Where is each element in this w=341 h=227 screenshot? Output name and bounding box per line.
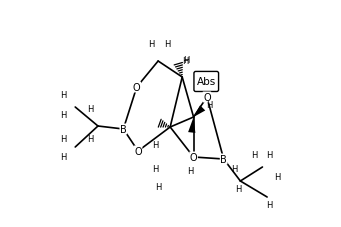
- Text: H: H: [148, 39, 154, 48]
- Text: H: H: [60, 153, 66, 162]
- Text: H: H: [60, 90, 66, 99]
- Text: H: H: [274, 173, 280, 182]
- Text: H: H: [231, 165, 238, 174]
- Text: H: H: [187, 167, 193, 176]
- Text: H: H: [87, 105, 93, 114]
- Text: H: H: [182, 57, 188, 66]
- Polygon shape: [188, 118, 195, 133]
- Text: H: H: [87, 135, 93, 144]
- Text: H: H: [152, 165, 159, 174]
- Text: Abs: Abs: [197, 77, 216, 87]
- Text: H: H: [164, 39, 170, 48]
- Text: H: H: [60, 135, 66, 144]
- Text: H: H: [206, 100, 212, 109]
- Text: H: H: [60, 110, 66, 119]
- Text: O: O: [134, 146, 142, 156]
- Polygon shape: [194, 106, 205, 118]
- Text: B: B: [120, 124, 127, 134]
- Text: H: H: [155, 183, 161, 192]
- Text: O: O: [203, 93, 211, 103]
- Text: H: H: [251, 150, 257, 159]
- Text: H: H: [235, 185, 241, 194]
- Text: H: H: [266, 201, 272, 210]
- Text: B: B: [220, 154, 227, 164]
- FancyBboxPatch shape: [194, 72, 219, 92]
- Text: H: H: [183, 55, 189, 64]
- Text: O: O: [133, 83, 140, 93]
- Text: H: H: [266, 150, 272, 159]
- Text: O: O: [190, 152, 197, 162]
- Text: H: H: [152, 140, 159, 149]
